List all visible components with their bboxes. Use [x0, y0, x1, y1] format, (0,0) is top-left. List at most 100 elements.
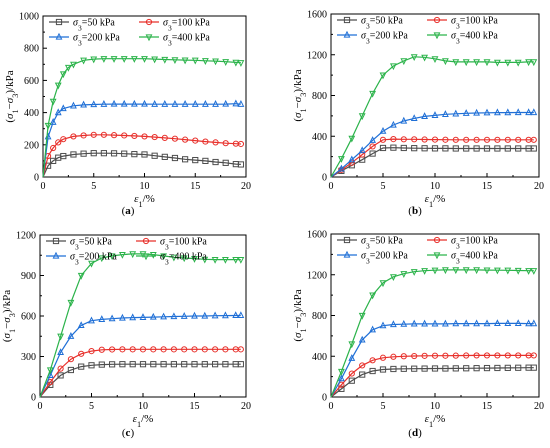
data-point	[431, 352, 439, 359]
data-point	[170, 346, 177, 353]
series-line	[42, 103, 241, 178]
legend-marker	[433, 252, 441, 260]
data-point	[421, 145, 428, 152]
x-tick-label: 0	[41, 181, 46, 192]
data-point	[431, 56, 439, 64]
data-point	[379, 280, 387, 288]
data-point	[141, 99, 148, 107]
data-point	[170, 312, 178, 320]
data-point	[70, 101, 77, 109]
data-point	[525, 59, 533, 67]
legend-label: σ3=200 kPa	[73, 33, 120, 48]
data-point	[109, 361, 116, 368]
data-point	[201, 361, 208, 368]
data-point	[358, 113, 366, 121]
data-point	[504, 136, 511, 143]
data-point	[515, 352, 522, 359]
data-point	[130, 99, 138, 107]
data-point	[130, 56, 138, 63]
legend-label: σ3=50 kPa	[361, 236, 403, 251]
y-tick-label: 1600	[307, 10, 327, 21]
y-tick-label: 800	[312, 311, 327, 322]
data-point	[463, 145, 470, 152]
data-point	[530, 108, 538, 116]
data-point	[80, 132, 87, 139]
series-1	[42, 150, 245, 178]
data-point	[182, 156, 189, 163]
data-point	[358, 312, 366, 320]
data-point	[237, 361, 244, 368]
data-point	[483, 352, 491, 359]
data-point	[237, 161, 245, 168]
data-point	[237, 346, 244, 353]
data-point	[348, 155, 356, 163]
data-point	[390, 136, 397, 143]
series-2	[42, 131, 245, 178]
data-point	[129, 346, 136, 353]
data-point	[369, 367, 376, 375]
x-tick-label: 0	[38, 401, 43, 412]
data-point	[431, 267, 439, 275]
series-3	[39, 311, 245, 398]
data-point	[151, 152, 158, 159]
data-point	[348, 354, 356, 361]
panel-caption: (c)	[122, 427, 135, 439]
legend-label: σ3=100 kPa	[451, 16, 498, 31]
data-point	[483, 59, 491, 67]
data-point	[191, 57, 199, 65]
data-point	[221, 256, 229, 264]
data-point	[421, 112, 429, 119]
legend-label: σ3=400 kPa	[163, 33, 210, 48]
data-point	[100, 150, 108, 157]
data-point	[504, 145, 511, 152]
data-point	[530, 136, 537, 143]
data-point	[161, 56, 169, 64]
data-point	[139, 313, 147, 320]
data-point	[151, 133, 158, 141]
y-tick-label: 1000	[19, 12, 39, 23]
data-point	[369, 325, 377, 333]
data-point	[452, 365, 459, 372]
data-point	[463, 352, 470, 359]
data-point	[525, 319, 533, 327]
data-point	[514, 108, 522, 116]
data-point	[473, 365, 480, 372]
data-point	[400, 116, 408, 124]
data-point	[421, 54, 429, 62]
data-point	[473, 319, 481, 327]
legend-marker	[343, 250, 351, 258]
data-point	[530, 145, 537, 152]
data-point	[504, 352, 511, 359]
data-point	[483, 136, 491, 143]
data-point	[462, 109, 470, 116]
legend-marker	[52, 237, 60, 245]
series-2	[330, 136, 537, 178]
legend-marker	[433, 32, 441, 40]
data-point	[129, 251, 137, 259]
x-tick-label: 10	[138, 401, 148, 412]
series-4	[330, 267, 538, 398]
data-point	[98, 346, 105, 353]
data-point	[452, 145, 459, 152]
data-point	[441, 110, 449, 117]
series-line	[39, 314, 241, 398]
x-tick-label: 10	[430, 181, 440, 192]
data-point	[338, 385, 345, 392]
data-point	[514, 59, 522, 67]
chart-panel-a: 0 5 10 15 2002004006008001000ε1/%(σ1−σ3)/kPa…	[4, 12, 251, 218]
data-point	[192, 156, 199, 164]
series-3	[330, 319, 538, 398]
y-axis-label: (σ1−σ3)/kPa	[292, 69, 308, 121]
y-tick-label: 800	[24, 44, 39, 55]
legend: σ3=50 kPa σ3=100 kPa σ3=200 kPa σ3=400 kPa	[337, 16, 498, 45]
x-tick-label: 20	[241, 401, 251, 412]
data-point	[410, 54, 418, 62]
data-point	[129, 361, 136, 368]
y-tick-label: 0	[34, 173, 39, 184]
data-point	[222, 140, 229, 147]
data-point	[212, 100, 219, 107]
data-point	[109, 346, 116, 353]
data-point	[49, 98, 57, 106]
series-3	[42, 99, 245, 178]
data-point	[191, 100, 199, 107]
